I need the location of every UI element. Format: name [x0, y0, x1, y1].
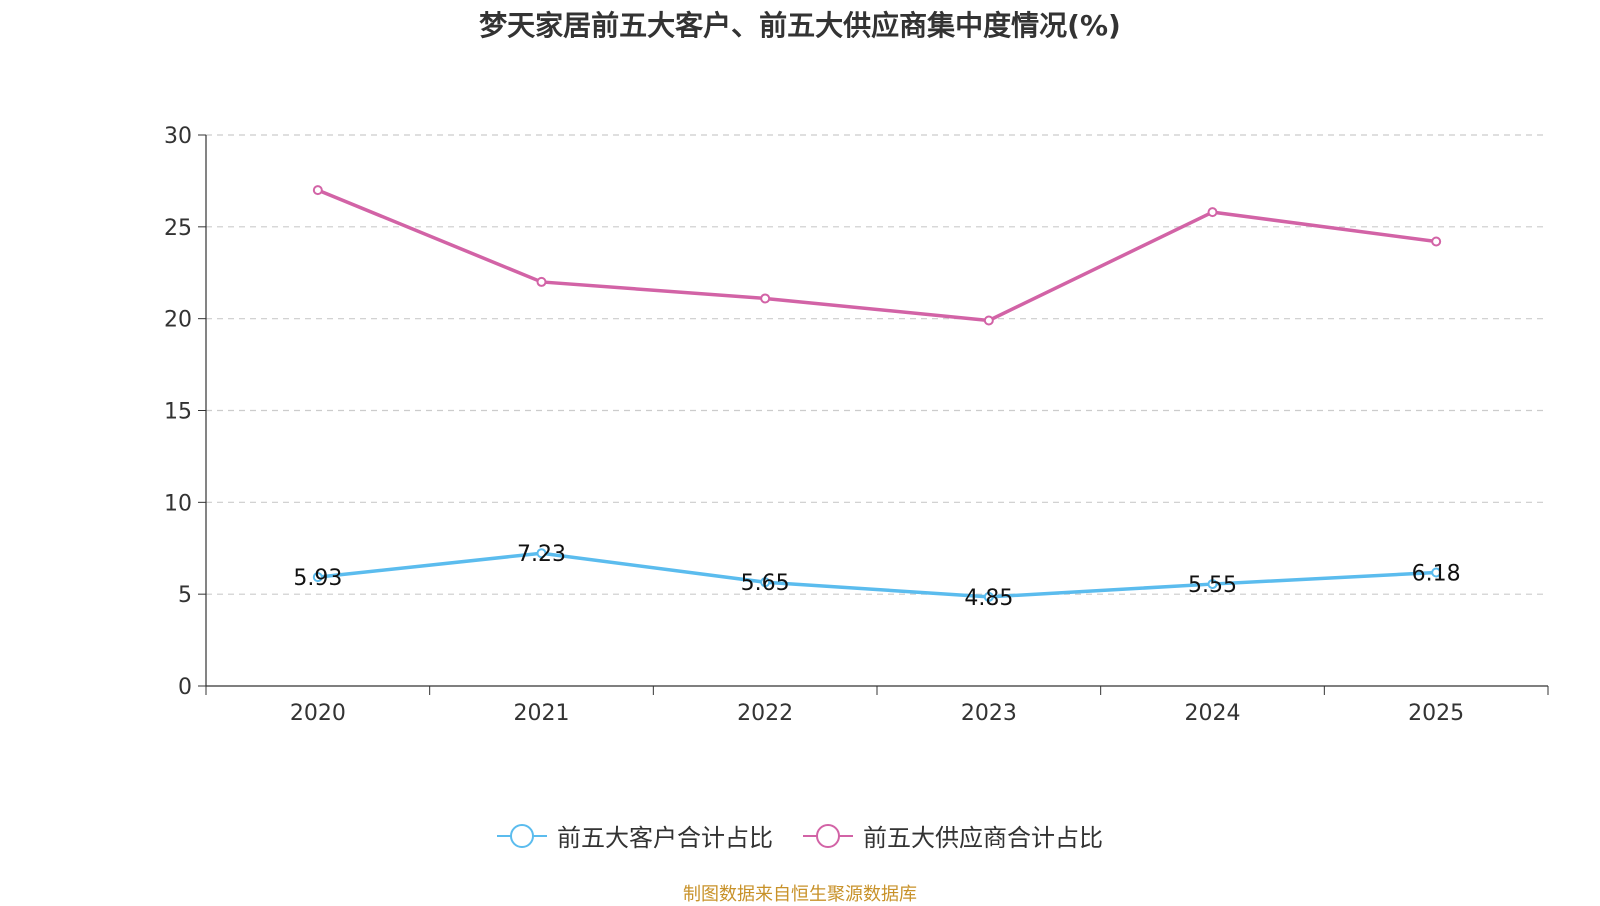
- legend-swatch-customers-icon: [497, 823, 547, 848]
- data-point-1: [536, 276, 547, 287]
- data-point-0: [1207, 579, 1218, 590]
- data-label: 7.23: [517, 542, 566, 567]
- data-point-1: [312, 185, 323, 196]
- y-tick-label: 15: [164, 400, 192, 425]
- x-tick-label: 2022: [737, 701, 793, 726]
- data-label: 5.93: [293, 566, 342, 591]
- x-tick-label: 2021: [514, 701, 570, 726]
- data-point-0: [312, 572, 323, 583]
- data-label: 5.65: [741, 571, 790, 596]
- grid-lines: [206, 134, 1548, 595]
- data-point-1: [760, 293, 771, 304]
- data-point-0: [536, 548, 547, 559]
- legend-label-customers: 前五大客户合计占比: [557, 824, 773, 852]
- y-tick-label: 10: [164, 491, 192, 516]
- y-tick-label: 30: [164, 124, 192, 149]
- data-point-1: [983, 315, 994, 326]
- legend-item-suppliers[interactable]: 前五大供应商合计占比: [803, 818, 1103, 853]
- data-label: 5.55: [1188, 573, 1237, 598]
- y-tick-label: 5: [178, 583, 192, 608]
- data-point-0: [983, 591, 994, 602]
- series-line-0: [317, 551, 1437, 599]
- legend-item-customers[interactable]: 前五大客户合计占比: [497, 818, 773, 853]
- y-tick-label: 0: [178, 675, 192, 700]
- data-point-0: [1431, 567, 1442, 578]
- data-point-0: [760, 577, 771, 588]
- x-tick-label: 2024: [1185, 701, 1241, 726]
- x-tick-label: 2025: [1408, 701, 1464, 726]
- source-note: 制图数据来自恒生聚源数据库: [683, 884, 917, 905]
- data-label: 4.85: [964, 586, 1013, 611]
- data-label: 6.18: [1412, 561, 1461, 586]
- y-tick-label: 25: [164, 216, 192, 241]
- data-point-1: [1207, 207, 1218, 218]
- chart-title: 梦天家居前五大客户、前五大供应商集中度情况(%): [479, 9, 1121, 42]
- data-labels: 5.93 7.23 5.65 4.85 5.55 6.18: [293, 542, 1460, 611]
- legend: 前五大客户合计占比 前五大供应商合计占比: [0, 818, 1600, 853]
- x-tick-label: 2023: [961, 701, 1017, 726]
- y-tick-label: 20: [164, 308, 192, 333]
- legend-label-suppliers: 前五大供应商合计占比: [863, 824, 1103, 852]
- legend-swatch-suppliers-icon: [803, 823, 853, 848]
- x-tick-label: 2020: [290, 701, 346, 726]
- series-line-1: [317, 188, 1437, 323]
- data-point-1: [1431, 236, 1442, 247]
- series-lines: [312, 185, 1442, 602]
